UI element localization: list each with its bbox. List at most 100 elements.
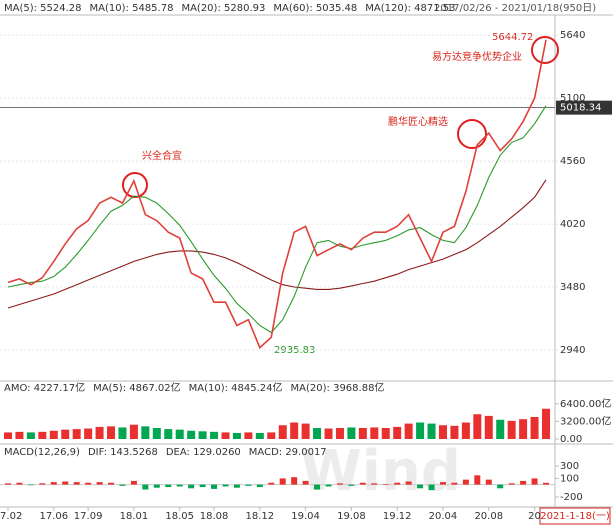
volume-bar: [496, 419, 505, 439]
macd-bar: [245, 484, 252, 486]
macd-bar: [211, 484, 218, 489]
x-tick-label: 19.12: [383, 511, 412, 522]
volume-bar: [473, 414, 482, 439]
macd-bar: [336, 483, 343, 485]
volume-bar: [141, 426, 150, 439]
watermark: Wind: [300, 439, 461, 504]
high-label: 5644.72: [492, 32, 533, 43]
volume-bar: [72, 429, 81, 439]
macd-bar: [39, 483, 46, 485]
volume-bar: [461, 422, 470, 439]
volume-bar: [484, 415, 493, 439]
volume-bar: [507, 420, 516, 439]
volume-bar: [450, 425, 459, 439]
macd-bar: [439, 482, 446, 485]
annotation: 兴全合宜: [142, 149, 182, 162]
volume-bar: [38, 431, 47, 439]
volume-bar: [404, 423, 413, 439]
macd-bar: [325, 484, 332, 487]
y-tick-label: 300: [560, 461, 579, 472]
macd-bar: [233, 484, 240, 488]
legend-entry: MA(20): 5280.93: [181, 3, 265, 14]
macd-bar: [348, 484, 355, 486]
volume-bar: [221, 432, 230, 439]
legend-entry: AMO: 4227.17亿: [4, 381, 85, 394]
volume-bar: [542, 408, 550, 439]
cursor-date-box: [539, 507, 611, 525]
volume-bar: [61, 429, 70, 439]
volume-bar: [519, 419, 528, 439]
x-tick-label: 20.08: [474, 511, 503, 522]
macd-bar: [165, 484, 172, 488]
highlight-ring: [457, 119, 487, 149]
y-tick-label: 5640: [560, 30, 585, 41]
macd-bar: [153, 484, 160, 488]
volume-bar: [347, 427, 356, 439]
volume-bar: [175, 429, 184, 439]
macd-bar: [27, 484, 34, 486]
volume-bar: [244, 432, 253, 439]
legend-entry: MA(10): 4845.24亿: [189, 381, 283, 394]
macd-bar: [199, 484, 206, 488]
macd-bar: [417, 484, 424, 489]
price-line: [7, 105, 547, 334]
legend-entry: MA(5): 4867.02亿: [93, 381, 181, 394]
legend-entry: DEA: 129.0260: [166, 447, 241, 458]
volume-bar: [358, 428, 367, 439]
y-tick-label: 100: [560, 473, 579, 484]
annotation: 易方达竞争优势企业: [432, 50, 522, 63]
y-tick-label: 4020: [560, 219, 585, 230]
macd-bar: [371, 483, 378, 485]
macd-bar: [451, 482, 458, 485]
y-tick-label: 3480: [560, 282, 585, 293]
date-range: 2017/02/26 - 2021/01/18(950日): [434, 3, 596, 14]
volume-bar: [301, 423, 310, 439]
volume-bar: [313, 428, 322, 439]
legend-entry: MA(5): 5524.28: [4, 3, 82, 14]
volume-bar: [290, 422, 299, 439]
volume-bar: [335, 428, 344, 439]
volume-bar: [152, 428, 161, 439]
macd-bar: [359, 482, 366, 485]
volume-bar: [210, 431, 219, 439]
macd-bar: [188, 484, 195, 489]
macd-bar: [497, 484, 504, 489]
volume-bar: [267, 432, 276, 439]
cursor-date: 2021-1-18(一): [540, 511, 610, 522]
volume-bar: [4, 432, 12, 439]
macd-bar: [16, 482, 23, 485]
legend-entry: MA(60): 5035.48: [273, 3, 357, 14]
price-line: [7, 179, 547, 309]
macd-bar: [291, 477, 298, 485]
highlight-ring: [531, 36, 559, 64]
x-tick-label: 18.08: [200, 511, 229, 522]
macd-bar: [474, 475, 481, 485]
volume-bar: [187, 430, 196, 439]
volume-bar: [427, 423, 436, 439]
macd-bar: [394, 482, 401, 485]
volume-bar: [416, 422, 425, 439]
volume-bar: [393, 426, 402, 439]
macd-bar: [85, 482, 92, 485]
macd-bar: [222, 484, 229, 487]
macd-bar: [50, 482, 57, 485]
macd-bar: [531, 478, 538, 485]
volume-bar: [129, 424, 138, 439]
legend-entry: DIF: 143.5268: [88, 447, 158, 458]
macd-bar: [268, 482, 275, 485]
x-tick-label: 17.06: [39, 511, 68, 522]
volume-bar: [324, 428, 333, 439]
volume-bar: [278, 425, 287, 439]
y-tick-label: -200: [560, 492, 583, 503]
legend-entry: MA(120): 4871.53: [365, 3, 455, 14]
macd-bar: [462, 479, 469, 485]
macd-bar: [508, 483, 515, 485]
y-tick-label: 5100: [560, 93, 585, 104]
x-tick-label: 17.09: [74, 511, 103, 522]
volume-bar: [15, 431, 24, 439]
x-tick-label: 17.02: [0, 511, 22, 522]
x-tick-label: 19.08: [337, 511, 366, 522]
macd-bar: [428, 484, 435, 491]
macd-bar: [279, 478, 286, 485]
last-price-label: 5018.34: [560, 103, 601, 114]
